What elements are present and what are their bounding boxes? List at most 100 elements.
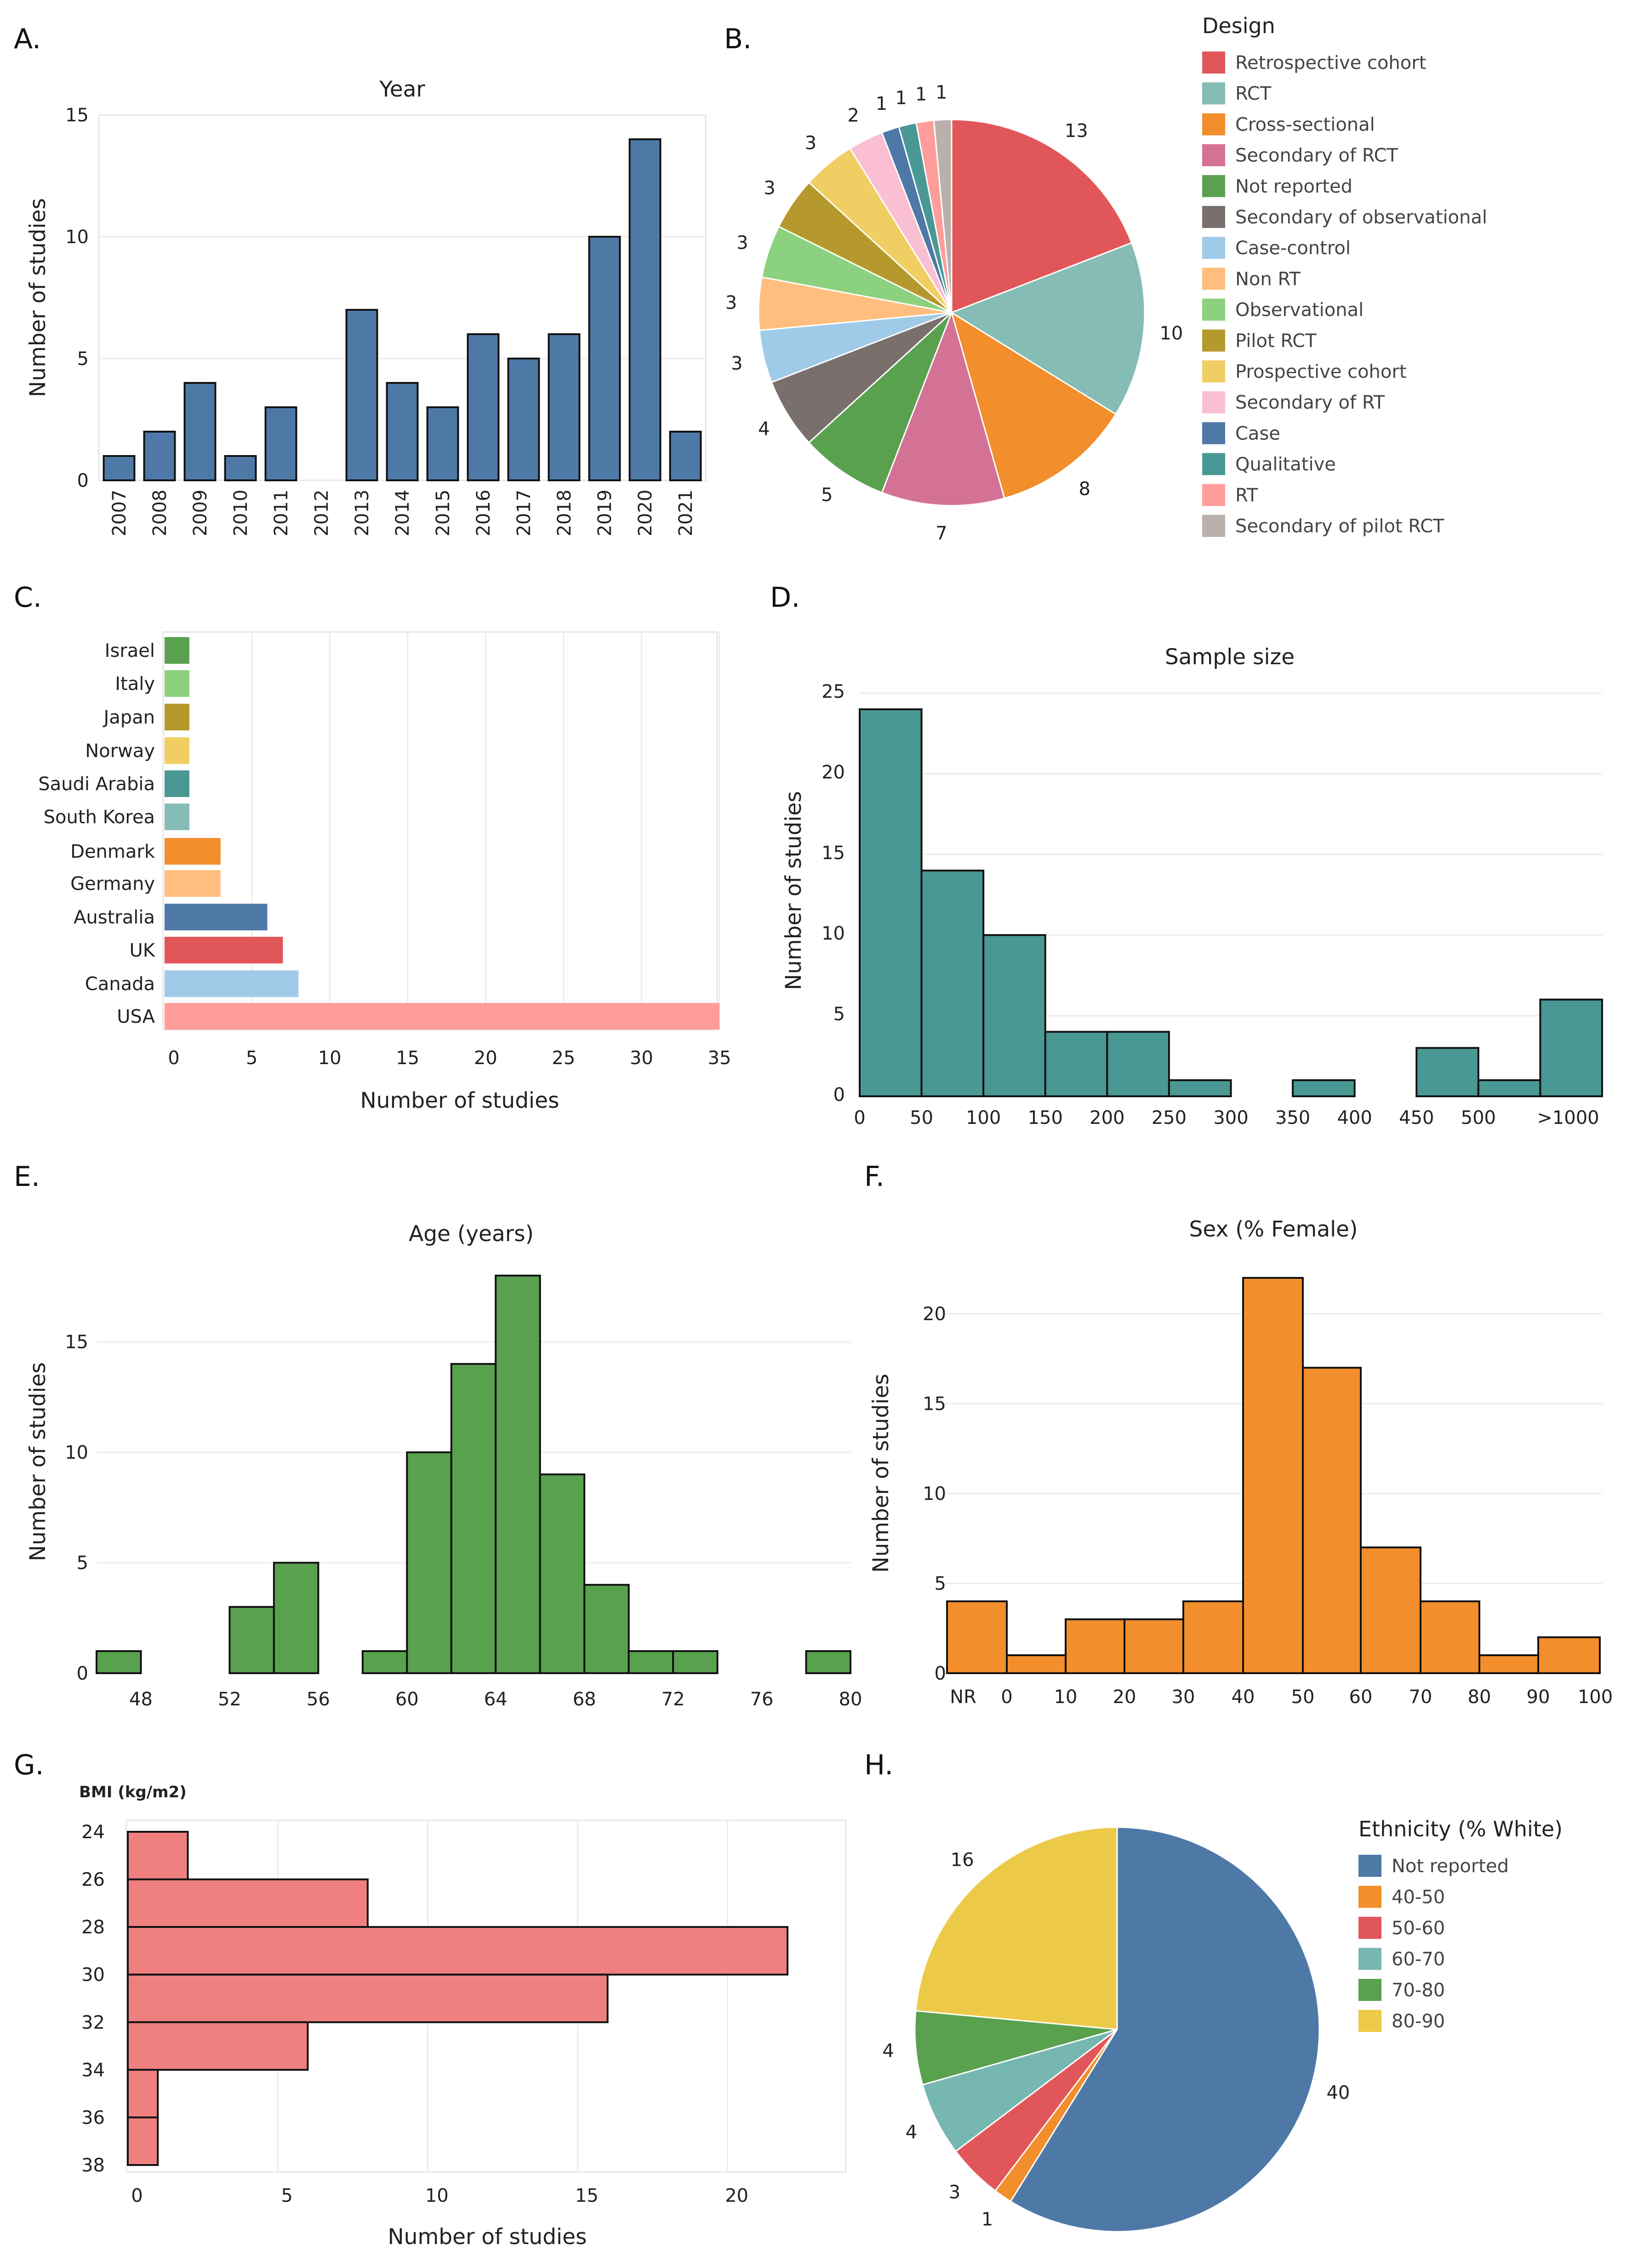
histogram-bar: [127, 1926, 788, 1976]
slice-value-label: 4: [758, 419, 770, 440]
pie-slice: [951, 119, 1133, 314]
x-tick-label: 400: [1337, 1107, 1372, 1128]
slice-value-label: 3: [725, 292, 737, 313]
slice-value-label: 3: [731, 353, 742, 374]
slice-value-label: 13: [1065, 120, 1088, 142]
histogram-bar: [920, 869, 985, 1097]
slice-value-label: 3: [764, 178, 775, 199]
histogram-bar: [1537, 1636, 1601, 1674]
legend-swatch: [1358, 2010, 1381, 2032]
y-tick-label: Denmark: [70, 841, 155, 862]
x-tick-label: 2012: [311, 490, 332, 536]
x-tick-label: 68: [573, 1689, 596, 1710]
slice-value-label: 4: [882, 2040, 894, 2062]
histogram-bar: [1420, 1600, 1480, 1675]
y-tick-label: Canada: [85, 974, 155, 995]
y-tick-label: 15: [923, 1394, 946, 1415]
legend-label: Observational: [1235, 300, 1364, 321]
slice-value-label: 40: [1326, 2082, 1350, 2103]
y-tick-label: Italy: [115, 673, 155, 695]
histogram-bar: [495, 1275, 541, 1674]
x-tick-label: 20: [1113, 1687, 1136, 1708]
histogram-bar: [1182, 1600, 1244, 1675]
histogram-bar: [982, 934, 1046, 1097]
y-tick-label: Australia: [74, 907, 155, 928]
x-tick-label: 250: [1152, 1107, 1187, 1128]
histogram-bar: [450, 1363, 497, 1674]
legend-swatch: [1202, 175, 1225, 197]
histogram-bar: [1477, 1079, 1541, 1097]
y-tick-label: 10: [822, 923, 845, 944]
slice-value-label: 1: [876, 93, 887, 114]
x-tick-label: 150: [1028, 1107, 1063, 1128]
histogram-bar: [1302, 1367, 1362, 1675]
bar: [165, 1003, 719, 1030]
slice-value-label: 1: [915, 84, 927, 105]
legend-swatch: [1202, 237, 1225, 259]
x-tick-label: 90: [1527, 1687, 1550, 1708]
slice-value-label: 2: [847, 105, 859, 126]
pie-slice: [770, 312, 953, 444]
histogram-bar: [127, 1831, 189, 1881]
age-histogram: Age (years) Number of studies 0 5 10 15 48 52 56…: [25, 1221, 862, 1710]
histogram-bar: [1168, 1079, 1232, 1097]
bmi-histogram: BMI (kg/m2) 0 5 10 15 20 24 26 28 30 32 34 36 38 Numbe…: [79, 1783, 847, 2250]
y-tick-label: UK: [129, 940, 155, 961]
legend-swatch: [1358, 1917, 1381, 1939]
x-tick-label: 80: [839, 1689, 862, 1710]
x-tick-label: 2018: [554, 490, 575, 536]
x-tick-label: 76: [750, 1689, 774, 1710]
bar: [426, 406, 459, 481]
x-tick-label: 48: [129, 1689, 153, 1710]
y-tick-label: 26: [81, 1869, 105, 1891]
bar: [165, 838, 221, 865]
legend-label: 60-70: [1392, 1949, 1445, 1970]
panel-label-f: F.: [864, 1161, 884, 1193]
histogram-bar: [946, 1600, 1008, 1675]
histogram-bar: [539, 1473, 586, 1674]
histogram-bar: [1124, 1618, 1184, 1675]
histogram-bar: [127, 2069, 159, 2119]
slice-value-label: 1: [936, 82, 947, 103]
bar: [224, 455, 257, 481]
legend-label: Secondary of RT: [1235, 392, 1385, 413]
histogram-bar: [1242, 1277, 1304, 1674]
panel-label-a: A.: [14, 23, 41, 55]
bar: [345, 309, 378, 481]
pie-slice: [950, 311, 1117, 499]
pie-slice: [950, 242, 1146, 416]
y-axis-label: Number of studies: [781, 791, 806, 990]
legend-swatch: [1202, 422, 1225, 444]
y-tick-label: 32: [81, 2012, 105, 2033]
y-tick-label: Japan: [102, 707, 155, 728]
x-tick-label: 2016: [473, 490, 494, 536]
slice-value-label: 4: [906, 2122, 917, 2143]
panel-label-c: C.: [14, 581, 42, 614]
legend-swatch: [1202, 391, 1225, 414]
bar: [165, 770, 189, 797]
bar: [165, 970, 299, 997]
legend-label: 50-60: [1392, 1918, 1445, 1939]
x-tick-label: 2011: [271, 490, 292, 536]
slice-value-label: 3: [805, 133, 816, 154]
x-tick-label: 72: [662, 1689, 685, 1710]
y-tick-label: 24: [81, 1822, 105, 1843]
panel-label-h: H.: [864, 1749, 893, 1781]
x-tick-label: 0: [854, 1107, 865, 1128]
x-tick-label: 0: [1001, 1687, 1012, 1708]
x-tick-label: 10: [318, 1048, 342, 1069]
legend-swatch: [1358, 1979, 1381, 2001]
bar: [165, 670, 189, 697]
x-tick-label: 15: [396, 1048, 419, 1069]
x-tick-label: 10: [1054, 1687, 1078, 1708]
x-tick-label: 20: [474, 1048, 497, 1069]
histogram-bar: [127, 2021, 309, 2071]
x-tick-label: 350: [1275, 1107, 1310, 1128]
x-tick-label: 2013: [352, 490, 373, 536]
x-tick-label: 50: [910, 1107, 933, 1128]
histogram-bar: [273, 1561, 320, 1674]
chart-title: Year: [379, 77, 425, 102]
x-tick-label: 2017: [514, 490, 535, 536]
year-bar-chart: 0 5 10 15 Year Number of studies 2007 2008 2009 2…: [25, 77, 707, 536]
bar: [165, 937, 283, 963]
